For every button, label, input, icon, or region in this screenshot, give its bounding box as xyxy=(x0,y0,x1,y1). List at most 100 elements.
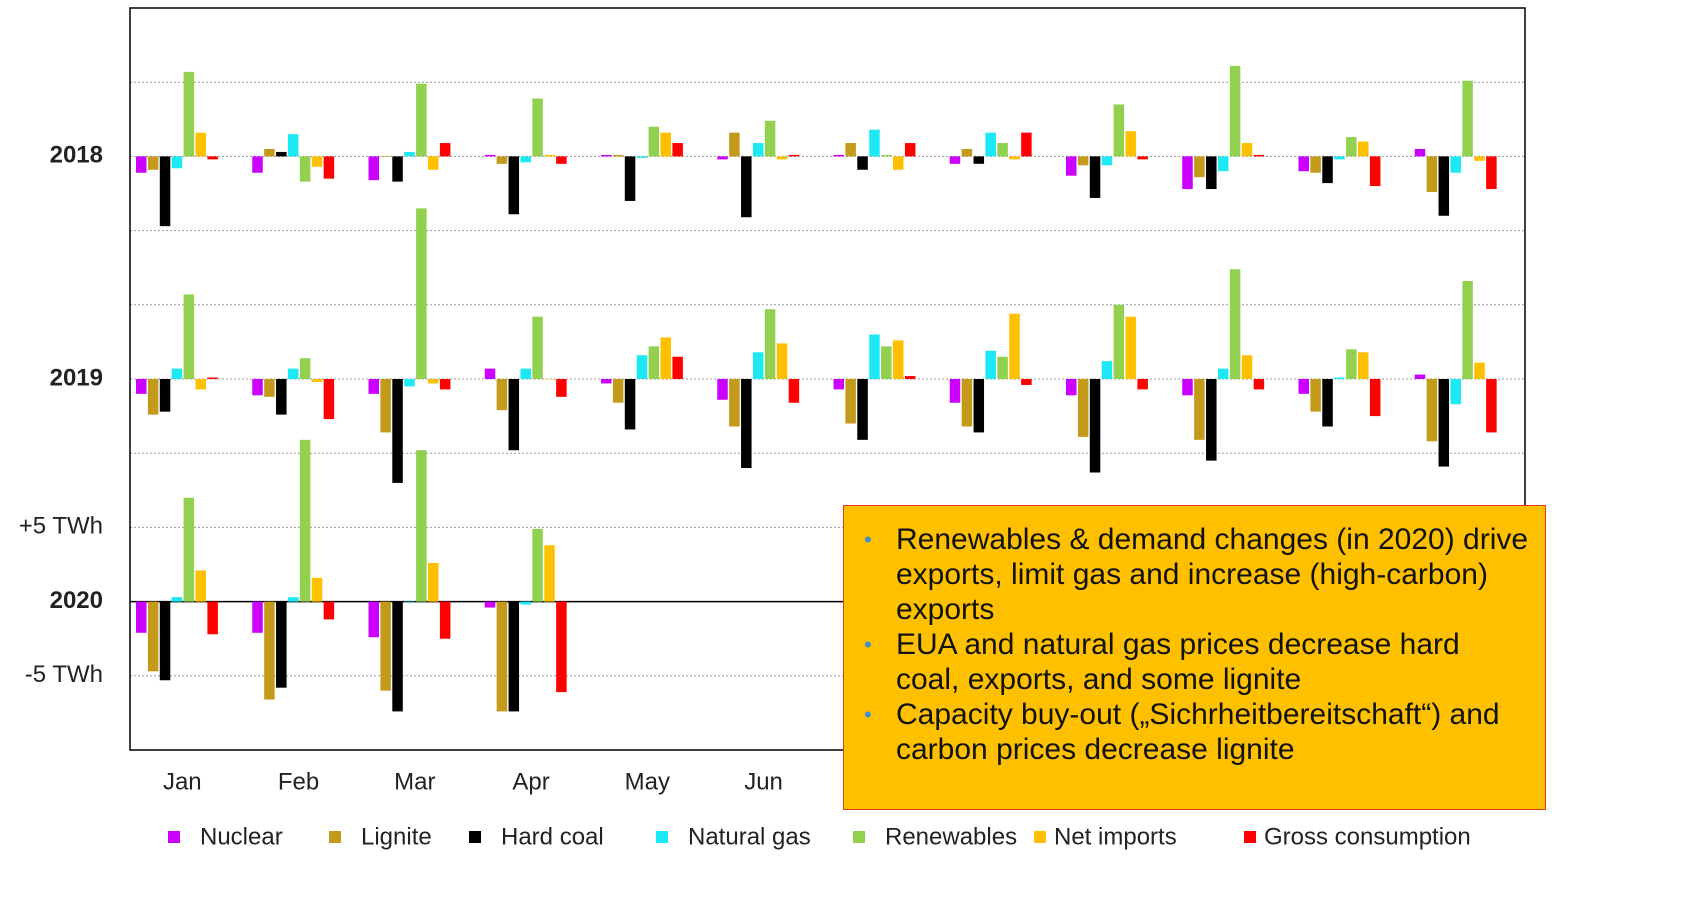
bar xyxy=(717,379,728,400)
bar xyxy=(171,156,183,169)
bar xyxy=(1346,349,1357,379)
bar xyxy=(299,358,311,379)
bar xyxy=(1334,156,1345,160)
bar xyxy=(556,379,567,397)
y-tick-label: -5 TWh xyxy=(25,661,103,688)
bar xyxy=(1217,368,1229,379)
bar xyxy=(520,601,531,605)
bar xyxy=(1066,156,1077,176)
bar xyxy=(1125,131,1136,157)
legend-label: Net imports xyxy=(1054,823,1177,850)
bar xyxy=(1229,269,1241,379)
bar xyxy=(1021,132,1032,157)
legend-label: Hard coal xyxy=(501,823,604,850)
bar xyxy=(1486,156,1497,190)
legend-swatch xyxy=(1244,831,1256,843)
bar xyxy=(1137,379,1148,390)
bar xyxy=(1182,379,1193,396)
bar xyxy=(1113,104,1125,157)
bar xyxy=(311,379,323,382)
bar xyxy=(392,156,403,182)
bar xyxy=(1125,316,1136,379)
bar xyxy=(961,148,973,157)
bar xyxy=(1298,379,1309,394)
bar xyxy=(404,379,415,387)
bar xyxy=(1346,137,1357,157)
bar xyxy=(881,154,892,157)
x-tick-label: May xyxy=(625,768,670,795)
bar xyxy=(1009,313,1020,379)
bar xyxy=(881,346,892,379)
bar xyxy=(147,379,159,415)
bar xyxy=(484,368,496,379)
bar xyxy=(287,368,299,379)
bar xyxy=(636,156,648,158)
bar xyxy=(1310,156,1321,173)
bar xyxy=(624,156,636,201)
bar xyxy=(1438,379,1450,467)
bar xyxy=(299,439,311,602)
bar xyxy=(532,98,543,157)
bar xyxy=(416,208,427,379)
bar xyxy=(997,356,1008,379)
bar xyxy=(311,156,323,167)
bar xyxy=(299,156,311,182)
bar xyxy=(159,156,171,227)
bar xyxy=(997,143,1008,157)
bar xyxy=(1462,80,1473,157)
legend-swatch xyxy=(853,831,865,843)
bar xyxy=(1358,352,1369,379)
bar xyxy=(136,379,147,394)
bar xyxy=(1474,362,1485,379)
bar xyxy=(508,601,520,712)
bar xyxy=(973,379,985,433)
bar xyxy=(439,601,451,639)
bar xyxy=(264,601,275,700)
bar xyxy=(636,355,648,379)
callout: Renewables & demand changes (in 2020) dr… xyxy=(843,505,1546,810)
bar xyxy=(893,340,904,379)
legend-label: Lignite xyxy=(361,823,432,850)
bar xyxy=(1310,379,1321,412)
bar xyxy=(1089,156,1101,198)
bar xyxy=(624,379,636,430)
bar xyxy=(869,334,880,379)
bar xyxy=(1486,379,1497,433)
bar xyxy=(264,148,275,157)
bar xyxy=(1194,379,1205,440)
bar xyxy=(368,156,379,181)
legend-swatch xyxy=(656,831,668,843)
bar xyxy=(556,601,567,693)
bullet: Capacity buy-out („Sichrheitbereitschaft… xyxy=(864,697,1531,767)
bar xyxy=(869,129,880,157)
bar xyxy=(672,356,683,379)
bar xyxy=(171,597,183,602)
bullet-list: Renewables & demand changes (in 2020) dr… xyxy=(864,522,1531,767)
bar xyxy=(276,151,287,157)
bar xyxy=(949,156,961,164)
bar xyxy=(1101,156,1113,166)
legend-swatch xyxy=(329,831,341,843)
bar xyxy=(764,120,776,157)
bar xyxy=(776,343,788,379)
bar xyxy=(788,154,800,157)
bar xyxy=(904,376,916,379)
bar xyxy=(404,601,415,603)
bar xyxy=(1322,156,1333,184)
bar xyxy=(276,601,287,688)
bar xyxy=(1253,379,1265,390)
bullet: Renewables & demand changes (in 2020) dr… xyxy=(864,522,1531,627)
bar xyxy=(520,368,531,379)
bar xyxy=(1369,379,1381,417)
bar xyxy=(252,379,263,396)
bar xyxy=(532,316,543,379)
bar xyxy=(183,497,195,602)
bar xyxy=(612,154,624,157)
plot-frame xyxy=(129,7,1526,751)
bar xyxy=(1462,281,1473,379)
bar xyxy=(1241,143,1253,157)
bar xyxy=(207,601,218,635)
bar xyxy=(323,601,335,620)
bar xyxy=(287,134,299,157)
bar xyxy=(1101,361,1113,379)
